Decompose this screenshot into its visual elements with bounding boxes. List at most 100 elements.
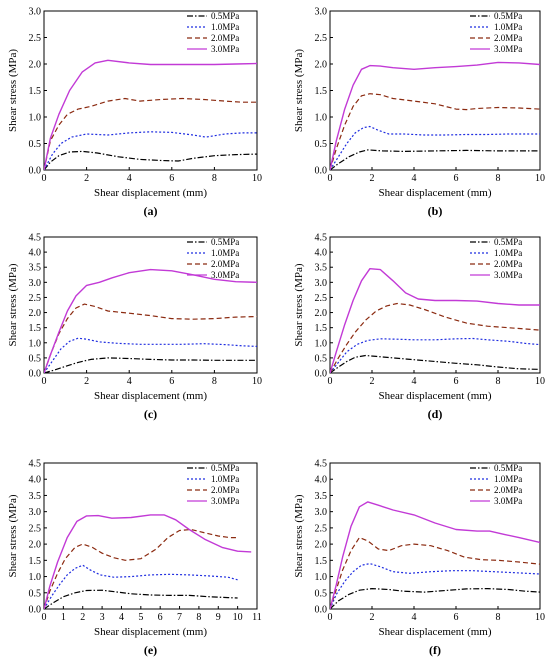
y-tick-label: 4.5 — [29, 459, 42, 470]
legend-label: 1.0MPa — [211, 474, 239, 484]
legend-label: 1.0MPa — [211, 22, 239, 32]
legend-label: 3.0MPa — [494, 44, 522, 54]
legend-label: 3.0MPa — [211, 44, 239, 54]
y-tick-label: 0.0 — [29, 369, 42, 380]
series-line-2-0mpa — [330, 93, 540, 170]
legend-label: 2.0MPa — [211, 259, 239, 269]
x-tick-label: 9 — [216, 612, 221, 623]
y-tick-label: 2.5 — [315, 523, 328, 534]
y-tick-label: 3.5 — [29, 263, 42, 274]
x-tick-label: 10 — [535, 376, 545, 387]
chart-panel-c: 0 2 4 6 8 10 0.0 0.5 1.0 1.5 2.0 2.5 3.0 3.5 4.0 4.5 She… — [7, 233, 262, 422]
legend-label: 3.0MPa — [211, 270, 239, 280]
y-tick-label: 0.5 — [29, 139, 42, 150]
legend-label: 2.0MPa — [494, 259, 522, 269]
y-tick-label: 1.5 — [29, 323, 42, 334]
chart-panel-f: 0 2 4 6 8 10 0.0 0.5 1.0 1.5 2.0 2.5 3.0 3.5 4.0 4.5 She… — [293, 459, 545, 658]
legend-label: 0.5MPa — [494, 463, 522, 473]
x-tick-label: 6 — [454, 612, 459, 623]
y-tick-label: 0.0 — [29, 605, 42, 616]
y-tick-label: 3.0 — [315, 7, 328, 18]
y-tick-label: 2.5 — [315, 293, 328, 304]
series-line-2-0mpa — [44, 97, 257, 170]
y-tick-label: 2.0 — [315, 540, 328, 551]
x-axis-label: Shear displacement (mm) — [94, 187, 207, 199]
y-tick-label: 1.0 — [29, 113, 42, 124]
series-line-1-0mpa — [330, 562, 540, 609]
x-tick-label: 2 — [370, 376, 375, 387]
x-tick-label: 8 — [496, 612, 501, 623]
y-tick-label: 2.0 — [29, 540, 42, 551]
y-tick-label: 2.0 — [29, 308, 42, 319]
y-axis-label: Shear stress (MPa) — [7, 494, 19, 577]
x-axis-label: Shear displacement (mm) — [378, 390, 491, 402]
x-tick-label: 4 — [127, 376, 132, 387]
legend-label: 0.5MPa — [211, 237, 239, 247]
x-tick-label: 8 — [496, 376, 501, 387]
y-tick-label: 3.5 — [315, 263, 328, 274]
panel-label-b: (b) — [428, 204, 443, 218]
series-line-3-0mpa — [44, 514, 252, 609]
x-tick-label: 4 — [412, 173, 417, 184]
panel-label-c: (c) — [144, 407, 157, 421]
y-tick-label: 1.5 — [315, 323, 328, 334]
y-tick-label: 4.5 — [29, 233, 42, 244]
chart-panel-e: 0 1 2 3 4 5 6 7 8 9 10 11 0.0 0.5 1.0 1.5 2.0 2.5 3.0 3.5 4.… — [7, 459, 262, 658]
y-tick-label: 1.0 — [315, 572, 328, 583]
y-axis-label: Shear stress (MPa) — [7, 263, 19, 346]
y-tick-label: 3.5 — [29, 491, 42, 502]
x-tick-label: 0 — [328, 376, 333, 387]
y-tick-label: 0.5 — [315, 588, 328, 599]
legend-label: 1.0MPa — [494, 474, 522, 484]
y-tick-label: 2.0 — [29, 60, 42, 71]
x-tick-label: 2 — [370, 173, 375, 184]
legend-label: 3.0MPa — [211, 496, 239, 506]
legend-label: 2.0MPa — [494, 33, 522, 43]
x-tick-label: 8 — [212, 173, 217, 184]
x-tick-label: 10 — [535, 173, 545, 184]
series-line-0-5mpa — [44, 357, 257, 373]
panel-label-e: (e) — [144, 643, 157, 657]
plot-frame-f — [329, 462, 541, 610]
x-tick-label: 4 — [119, 612, 124, 623]
legend-label: 1.0MPa — [494, 248, 522, 258]
legend-label: 2.0MPa — [211, 33, 239, 43]
x-tick-label: 1 — [61, 612, 66, 623]
series-line-2-0mpa — [44, 303, 257, 373]
x-tick-label: 6 — [169, 376, 174, 387]
y-tick-label: 4.5 — [315, 233, 328, 244]
y-tick-label: 3.0 — [315, 507, 328, 518]
x-tick-label: 8 — [196, 612, 201, 623]
y-axis-label: Shear stress (MPa) — [293, 494, 305, 577]
x-tick-label: 4 — [412, 376, 417, 387]
series-line-3-0mpa — [44, 268, 257, 373]
y-tick-label: 2.0 — [315, 308, 328, 319]
y-tick-label: 1.5 — [315, 86, 328, 97]
x-tick-label: 0 — [42, 376, 47, 387]
chart-panel-b: 0 2 4 6 8 10 0.0 0.5 1.0 1.5 2.0 2.5 3.0 Shear displa… — [293, 7, 545, 219]
x-tick-label: 10 — [535, 612, 545, 623]
y-tick-label: 2.0 — [315, 60, 328, 71]
y-tick-label: 0.5 — [29, 353, 42, 364]
y-tick-label: 3.5 — [315, 491, 328, 502]
y-tick-label: 0.0 — [315, 369, 328, 380]
y-tick-label: 1.5 — [315, 556, 328, 567]
y-tick-label: 1.0 — [29, 338, 42, 349]
y-tick-label: 4.0 — [29, 475, 42, 486]
series-line-1-0mpa — [44, 337, 257, 373]
legend-label: 2.0MPa — [494, 485, 522, 495]
y-axis-label: Shear stress (MPa) — [7, 49, 19, 132]
legend-label: 3.0MPa — [494, 270, 522, 280]
legend-label: 2.0MPa — [211, 485, 239, 495]
plot-frame-c — [43, 236, 258, 374]
series-line-2-0mpa — [330, 302, 540, 373]
x-axis-label: Shear displacement (mm) — [378, 187, 491, 199]
y-tick-label: 3.0 — [29, 278, 42, 289]
series-line-3-0mpa — [330, 268, 540, 373]
x-tick-label: 10 — [252, 173, 262, 184]
y-axis-label: Shear stress (MPa) — [293, 49, 305, 132]
y-tick-label: 0.0 — [315, 605, 328, 616]
